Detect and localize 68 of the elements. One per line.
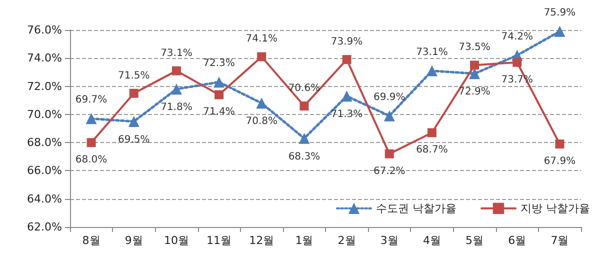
data-label: 69.7% bbox=[75, 94, 108, 106]
point bbox=[342, 55, 352, 64]
x-tick-label: 8월 bbox=[82, 234, 100, 247]
data-label: 73.9% bbox=[330, 36, 363, 48]
point bbox=[214, 90, 224, 100]
data-label: 67.2% bbox=[373, 166, 406, 177]
data-label: 72.9% bbox=[458, 86, 490, 98]
y-tick-label: 66.0% bbox=[27, 164, 62, 178]
point bbox=[170, 84, 182, 95]
legend-label: 수도권 낙찰가율 bbox=[376, 202, 457, 215]
x-tick-label: 7월 bbox=[550, 234, 569, 247]
y-tick-label: 64.0% bbox=[27, 192, 62, 206]
data-label: 72.3% bbox=[203, 58, 235, 70]
point bbox=[300, 101, 309, 110]
point bbox=[129, 88, 138, 98]
point bbox=[341, 90, 352, 102]
point bbox=[384, 110, 395, 122]
data-label: 68.0% bbox=[75, 154, 108, 166]
x-tick-label: 3월 bbox=[380, 234, 398, 247]
data-label: 71.5% bbox=[118, 70, 150, 82]
point bbox=[554, 26, 566, 37]
data-label: 73.1% bbox=[160, 48, 192, 59]
point bbox=[384, 149, 394, 158]
point bbox=[298, 132, 310, 144]
data-label: 70.6% bbox=[288, 82, 320, 94]
x-tick-label: 9월 bbox=[124, 234, 143, 247]
x-tick-label: 6월 bbox=[508, 234, 526, 247]
point bbox=[86, 138, 96, 148]
x-tick-label: 1월 bbox=[295, 234, 314, 247]
point bbox=[426, 65, 438, 76]
point bbox=[128, 116, 140, 127]
y-tick-label: 74.0% bbox=[27, 52, 62, 65]
data-label: 73.5% bbox=[458, 42, 490, 54]
data-label: 74.1% bbox=[246, 34, 278, 45]
data-label: 69.9% bbox=[373, 92, 406, 103]
data-label: 73.1% bbox=[416, 46, 448, 58]
point bbox=[172, 66, 181, 76]
y-tick-label: 76.0% bbox=[27, 24, 62, 36]
data-label: 70.8% bbox=[246, 116, 278, 128]
x-tick-label: 5월 bbox=[466, 234, 484, 247]
data-label: 69.5% bbox=[118, 134, 150, 146]
y-tick-label: 68.0% bbox=[27, 136, 62, 150]
point bbox=[512, 58, 522, 67]
data-label: 71.4% bbox=[203, 106, 235, 118]
y-tick-label: 62.0% bbox=[27, 220, 62, 234]
point bbox=[427, 128, 436, 138]
legend-label: 지방 낙찰가율 bbox=[520, 202, 590, 215]
x-tick-label: 10월 bbox=[164, 234, 189, 247]
y-tick-label: 72.0% bbox=[27, 80, 62, 93]
point bbox=[469, 68, 480, 80]
point bbox=[256, 98, 268, 109]
x-tick-label: 12월 bbox=[249, 234, 274, 247]
data-label: 68.7% bbox=[416, 144, 448, 156]
point bbox=[214, 76, 225, 88]
data-label: 71.8% bbox=[160, 102, 192, 114]
data-label: 74.2% bbox=[501, 31, 534, 42]
point bbox=[470, 60, 480, 70]
point bbox=[257, 52, 266, 62]
point bbox=[555, 139, 564, 148]
data-label: 71.3% bbox=[330, 109, 363, 120]
x-tick-label: 2월 bbox=[338, 234, 356, 247]
x-tick-label: 4월 bbox=[422, 234, 441, 247]
y-tick-label: 70.0% bbox=[27, 108, 62, 121]
data-label: 68.3% bbox=[288, 151, 320, 162]
x-tick-label: 11월 bbox=[206, 234, 232, 247]
data-label: 67.9% bbox=[544, 156, 576, 167]
data-label: 75.9% bbox=[544, 7, 576, 18]
point bbox=[86, 113, 97, 124]
